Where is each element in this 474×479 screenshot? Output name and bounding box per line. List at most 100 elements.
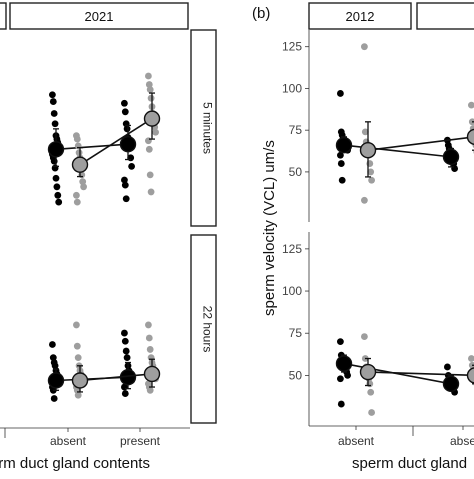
light-point [148, 189, 155, 196]
dark-point [122, 390, 129, 397]
light-point [368, 177, 375, 184]
dark-point [49, 341, 56, 348]
light-point [73, 192, 80, 199]
left-chart-marks [49, 73, 160, 402]
dark-point [339, 177, 346, 184]
x-tick-label: absent [50, 434, 87, 448]
cropped-strip-fragment [0, 3, 6, 29]
light-mean-point [145, 366, 160, 381]
light-point [146, 335, 153, 342]
right-cropped-strip [417, 3, 474, 29]
dark-point [337, 338, 344, 345]
dark-point [451, 165, 458, 172]
light-point [361, 197, 368, 204]
light-point [145, 137, 152, 144]
dark-point [124, 354, 131, 361]
light-point [361, 43, 368, 50]
y-tick-label: 50 [289, 368, 303, 382]
light-point [468, 355, 474, 362]
light-point [74, 343, 81, 350]
dark-point [51, 110, 58, 117]
dark-point [444, 364, 451, 371]
light-point [146, 146, 153, 153]
light-point [74, 199, 81, 206]
light-point [152, 129, 159, 136]
dark-point [122, 338, 129, 345]
light-point [361, 333, 368, 340]
left-x-ticks: absent present [50, 428, 161, 448]
light-point [73, 322, 80, 329]
dark-point [123, 348, 130, 355]
light-mean-point [73, 157, 88, 172]
dark-mean-point [337, 138, 352, 153]
left-x-axis-title: sperm duct gland contents [0, 455, 150, 472]
light-mean-line [368, 372, 474, 375]
x-tick-label: abse [450, 434, 474, 448]
left-column-strip-label: 2021 [85, 9, 114, 24]
light-point [468, 102, 474, 109]
y-tick-label: 75 [289, 123, 303, 137]
dark-point [121, 100, 128, 107]
light-mean-line [368, 137, 474, 150]
dark-point [52, 120, 59, 127]
light-mean-point [468, 129, 474, 144]
right-x-axis-title: sperm duct gland [352, 455, 467, 472]
dark-mean-point [444, 149, 459, 164]
dark-point [53, 175, 60, 182]
light-mean-point [73, 373, 88, 388]
x-tick-label: absent [338, 434, 375, 448]
dark-point [123, 195, 130, 202]
light-point [145, 322, 152, 329]
y-tick-label: 50 [289, 165, 303, 179]
y-tick-label: 100 [282, 284, 302, 298]
dark-mean-point [49, 142, 64, 157]
light-mean-line [80, 374, 152, 381]
left-panel: 2021 5 minutes 22 hours absent present sp… [0, 3, 216, 472]
dark-point [51, 395, 58, 402]
light-point [75, 354, 82, 361]
dark-point [122, 182, 129, 189]
light-mean-line [80, 119, 152, 165]
dark-mean-point [49, 373, 64, 388]
dark-point [50, 98, 57, 105]
y-tick-label: 100 [282, 81, 302, 95]
light-point [147, 346, 154, 353]
light-point [368, 409, 375, 416]
dark-point [128, 163, 135, 170]
light-mean-point [361, 365, 376, 380]
dark-point [121, 330, 128, 337]
right-x-ticks: absent abse [338, 426, 474, 448]
dark-mean-point [337, 356, 352, 371]
dark-point [337, 375, 344, 382]
light-point [74, 136, 81, 143]
light-point [75, 392, 82, 399]
dark-point [338, 401, 345, 408]
dark-point [337, 90, 344, 97]
left-row-strip-top-label: 5 minutes [201, 102, 215, 154]
x-tick-label: present [120, 434, 161, 448]
dark-point [344, 372, 351, 379]
light-point [148, 95, 155, 102]
left-row-strip-bottom-label: 22 hours [201, 306, 215, 353]
light-point [147, 86, 154, 93]
right-chart-marks [337, 43, 474, 416]
dark-point [54, 183, 61, 190]
dark-mean-line [56, 144, 128, 149]
light-point [80, 183, 87, 190]
y-tick-label: 75 [289, 326, 303, 340]
dark-point [55, 199, 62, 206]
right-column-strip-label: 2012 [346, 9, 375, 24]
light-point [147, 171, 154, 178]
dark-point [49, 91, 56, 98]
dark-mean-point [444, 376, 459, 391]
dark-point [124, 125, 131, 132]
light-mean-point [145, 111, 160, 126]
dark-point [52, 165, 59, 172]
light-point [145, 73, 152, 80]
dark-point [122, 108, 129, 115]
light-mean-point [361, 143, 376, 158]
